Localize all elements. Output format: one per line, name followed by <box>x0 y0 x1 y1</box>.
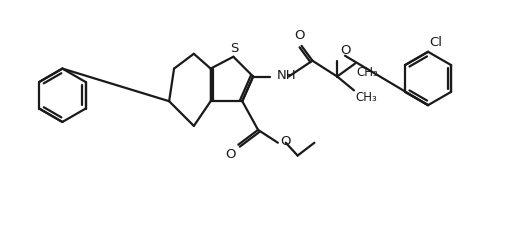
Text: O: O <box>280 135 290 148</box>
Text: O: O <box>225 148 235 161</box>
Text: O: O <box>340 44 351 57</box>
Text: Cl: Cl <box>429 36 442 49</box>
Text: NH: NH <box>277 69 296 82</box>
Text: S: S <box>230 42 239 55</box>
Text: O: O <box>294 29 305 42</box>
Text: CH₃: CH₃ <box>355 91 377 104</box>
Text: CH₃: CH₃ <box>356 66 378 79</box>
